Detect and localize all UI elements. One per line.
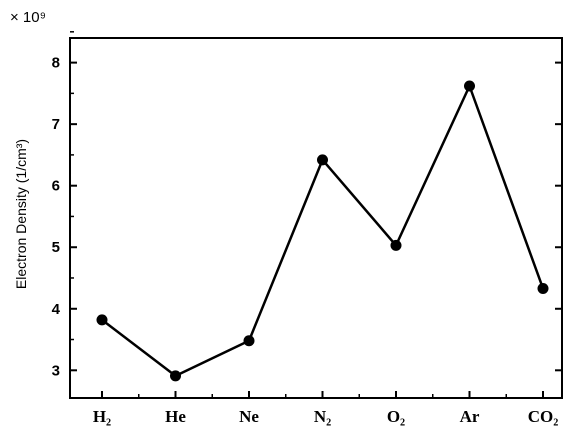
data-point-2 — [243, 335, 255, 347]
data-point-6 — [537, 282, 549, 294]
data-point-3 — [317, 154, 328, 166]
x-tick-label: O₂ — [387, 407, 405, 426]
x-tick-label: H₂ — [93, 407, 111, 426]
y-tick-label: 6 — [52, 178, 60, 195]
x-tick-label: Ne — [239, 407, 259, 426]
y-axis-ticks: 3 4 5 6 7 8 — [52, 31, 562, 379]
y-tick-label: 3 — [52, 362, 60, 379]
data-point-0 — [96, 314, 108, 326]
data-series — [96, 80, 549, 382]
y-tick-label: 8 — [52, 55, 60, 72]
data-point-5 — [464, 80, 475, 92]
y-tick-label: 4 — [52, 301, 61, 318]
data-point-1 — [170, 370, 181, 382]
x-tick-label: He — [165, 407, 186, 426]
plot-border — [69, 37, 563, 399]
plot-frame — [69, 37, 563, 399]
x-tick-label: CO₂ — [528, 407, 559, 426]
y-tick-label: 7 — [52, 116, 60, 133]
y-tick-label: 5 — [52, 239, 60, 256]
series-line — [101, 84, 545, 378]
data-point-4 — [390, 239, 402, 251]
x-tick-label: Ar — [460, 407, 480, 426]
x-tick-label: N₂ — [314, 407, 331, 426]
y-axis-multiplier: × 10⁹ — [10, 9, 46, 26]
y-axis-label: Electron Density (1/cm³) — [13, 139, 29, 289]
x-axis-ticks: H₂ He Ne N₂ O₂ Ar CO₂ — [93, 391, 558, 426]
